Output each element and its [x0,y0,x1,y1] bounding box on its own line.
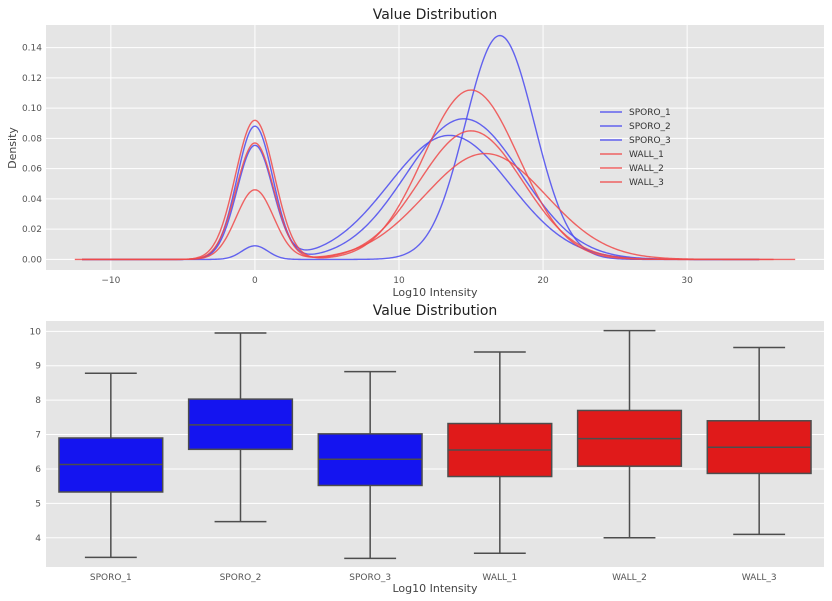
y-tick-label: 0.14 [22,44,42,54]
x-tick-label: WALL_1 [482,573,517,583]
y-tick-label: 10 [30,327,42,337]
y-tick-label: 0.08 [22,134,42,144]
legend-label: WALL_3 [629,178,664,188]
y-tick-label: 9 [35,362,41,372]
y-tick-label: 8 [35,396,41,406]
legend-label: SPORO_3 [629,136,671,146]
x-tick-label: 0 [252,276,258,286]
box-plot-area [46,321,824,567]
density-plot-area [46,25,824,270]
y-tick-label: 0.04 [22,195,42,205]
y-tick-label: 0.00 [22,255,42,265]
density-line-wall-3 [82,130,774,261]
density-y-axis-label: Density [6,127,19,169]
y-tick-label: 7 [35,431,41,441]
box-plot-title: Value Distribution [373,303,498,319]
box-plot-grid [46,330,824,539]
density-plot-title: Value Distribution [373,7,498,23]
density-plot-panel: Value Distribution −10 0 10 20 30 0.000.020.… [6,7,824,299]
y-tick-label: 0.06 [22,165,42,175]
y-tick-label: 0.02 [22,225,42,235]
legend-label: SPORO_2 [629,122,671,132]
box-y-tick-labels: 4 5 6 7 8 9 10 [30,327,42,543]
y-tick-label: 6 [35,465,41,475]
legend-label: SPORO_1 [629,108,671,118]
x-tick-label: SPORO_1 [90,573,132,583]
y-tick-label: 4 [35,534,41,544]
x-tick-label: WALL_2 [612,573,647,583]
density-y-tick-labels: 0.00 0.02 0.04 0.06 0.08 0.10 0.12 0.14 [22,44,42,266]
legend-label: WALL_2 [629,164,664,174]
box-x-axis-label: Log10 Intensity [392,582,478,595]
y-tick-label: 0.10 [22,104,42,114]
x-tick-label: 30 [681,276,693,286]
density-x-tick-labels: −10 0 10 20 30 [101,276,693,286]
x-tick-label: WALL_3 [742,573,777,583]
box-x-tick-labels: SPORO_1 SPORO_2 SPORO_3 WALL_1 WALL_2 WALL_3 [90,573,777,583]
x-tick-label: 10 [393,276,405,286]
density-curves [74,34,796,261]
density-x-axis-label: Log10 Intensity [392,286,478,299]
box-plot-panel: Value Distribution SPORO_1 SPORO_2 SPORO_3… [30,303,824,595]
x-tick-label: 20 [537,276,549,286]
legend: SPORO_1 SPORO_2 SPORO_3 WALL_1 WALL_2 WALL_3 [600,108,671,188]
legend-label: WALL_1 [629,150,664,160]
x-tick-label: −10 [101,276,120,286]
x-tick-label: SPORO_2 [220,573,262,583]
y-tick-label: 0.12 [22,74,42,84]
y-tick-label: 5 [35,499,41,509]
box-plot-boxes [58,329,812,560]
x-tick-label: SPORO_3 [349,573,391,583]
